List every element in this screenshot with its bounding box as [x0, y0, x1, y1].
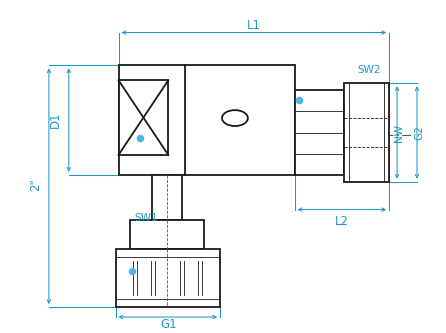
- Text: SW2: SW2: [357, 65, 381, 75]
- Text: SW1: SW1: [135, 212, 158, 222]
- Bar: [131, 219, 204, 249]
- Ellipse shape: [222, 110, 248, 126]
- Bar: [116, 249, 220, 307]
- Text: G2: G2: [414, 126, 424, 141]
- Text: 2": 2": [29, 178, 42, 191]
- Bar: [119, 80, 168, 155]
- Text: NW: NW: [394, 124, 404, 142]
- Bar: [295, 90, 344, 175]
- Bar: [153, 175, 182, 219]
- Bar: [344, 83, 389, 182]
- Text: D1: D1: [50, 112, 62, 129]
- Text: G1: G1: [160, 317, 177, 331]
- Text: L2: L2: [334, 215, 348, 228]
- Text: L1: L1: [247, 19, 261, 32]
- Bar: [119, 65, 295, 175]
